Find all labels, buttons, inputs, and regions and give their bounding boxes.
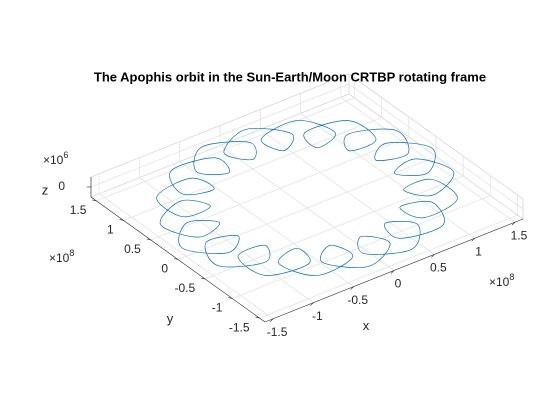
- grid-line: [96, 97, 355, 202]
- multiplier-exponent: 8: [509, 272, 514, 282]
- axis-multiplier: ×106: [43, 150, 68, 167]
- multiplier-base: ×10: [489, 275, 510, 289]
- x-tick-label: -0.5: [347, 293, 368, 307]
- y-tick-label: 1.5: [70, 203, 87, 217]
- grid-line: [348, 83, 524, 210]
- y-axis-label: y: [167, 311, 174, 326]
- grid-line: [90, 83, 350, 188]
- axis-multiplier: ×108: [49, 248, 74, 265]
- y-tick-label: -1: [212, 301, 223, 315]
- grid-line: [205, 175, 464, 280]
- y-tick-label: -1.5: [229, 320, 250, 334]
- multiplier-base: ×10: [43, 153, 64, 167]
- multiplier-exponent: 6: [63, 150, 68, 160]
- grid-line: [177, 156, 437, 260]
- z-tick-label: 0: [58, 179, 65, 193]
- x-tick-label: 0.5: [430, 261, 447, 275]
- y-tick-label: 0: [161, 262, 168, 276]
- y-tick-label: 1: [107, 223, 114, 237]
- grid-line: [259, 214, 518, 319]
- orbit-line: [156, 120, 458, 276]
- multiplier-exponent: 8: [69, 248, 74, 258]
- x-tick-label: 1: [475, 244, 482, 258]
- x-tick-label: 0: [395, 277, 402, 291]
- x-tick-label: 1.5: [511, 228, 528, 242]
- multiplier-base: ×10: [49, 251, 70, 265]
- x-tick-label: -1.5: [267, 325, 288, 339]
- grid-line: [123, 117, 382, 221]
- chart-title: The Apophis orbit in the Sun-Earth/Moon …: [94, 69, 486, 84]
- y-tick-label: 0.5: [124, 242, 141, 256]
- x-axis-label: x: [363, 318, 370, 333]
- x-tick-label: -1: [312, 309, 323, 323]
- axis-multiplier: ×108: [489, 272, 514, 289]
- grid-line: [150, 136, 409, 241]
- y-axis-line: [90, 196, 266, 323]
- z-axis-label: z: [42, 182, 49, 197]
- grid-line: [232, 195, 491, 299]
- y-tick-label: -0.5: [175, 281, 196, 295]
- x-axis-line: [264, 218, 524, 323]
